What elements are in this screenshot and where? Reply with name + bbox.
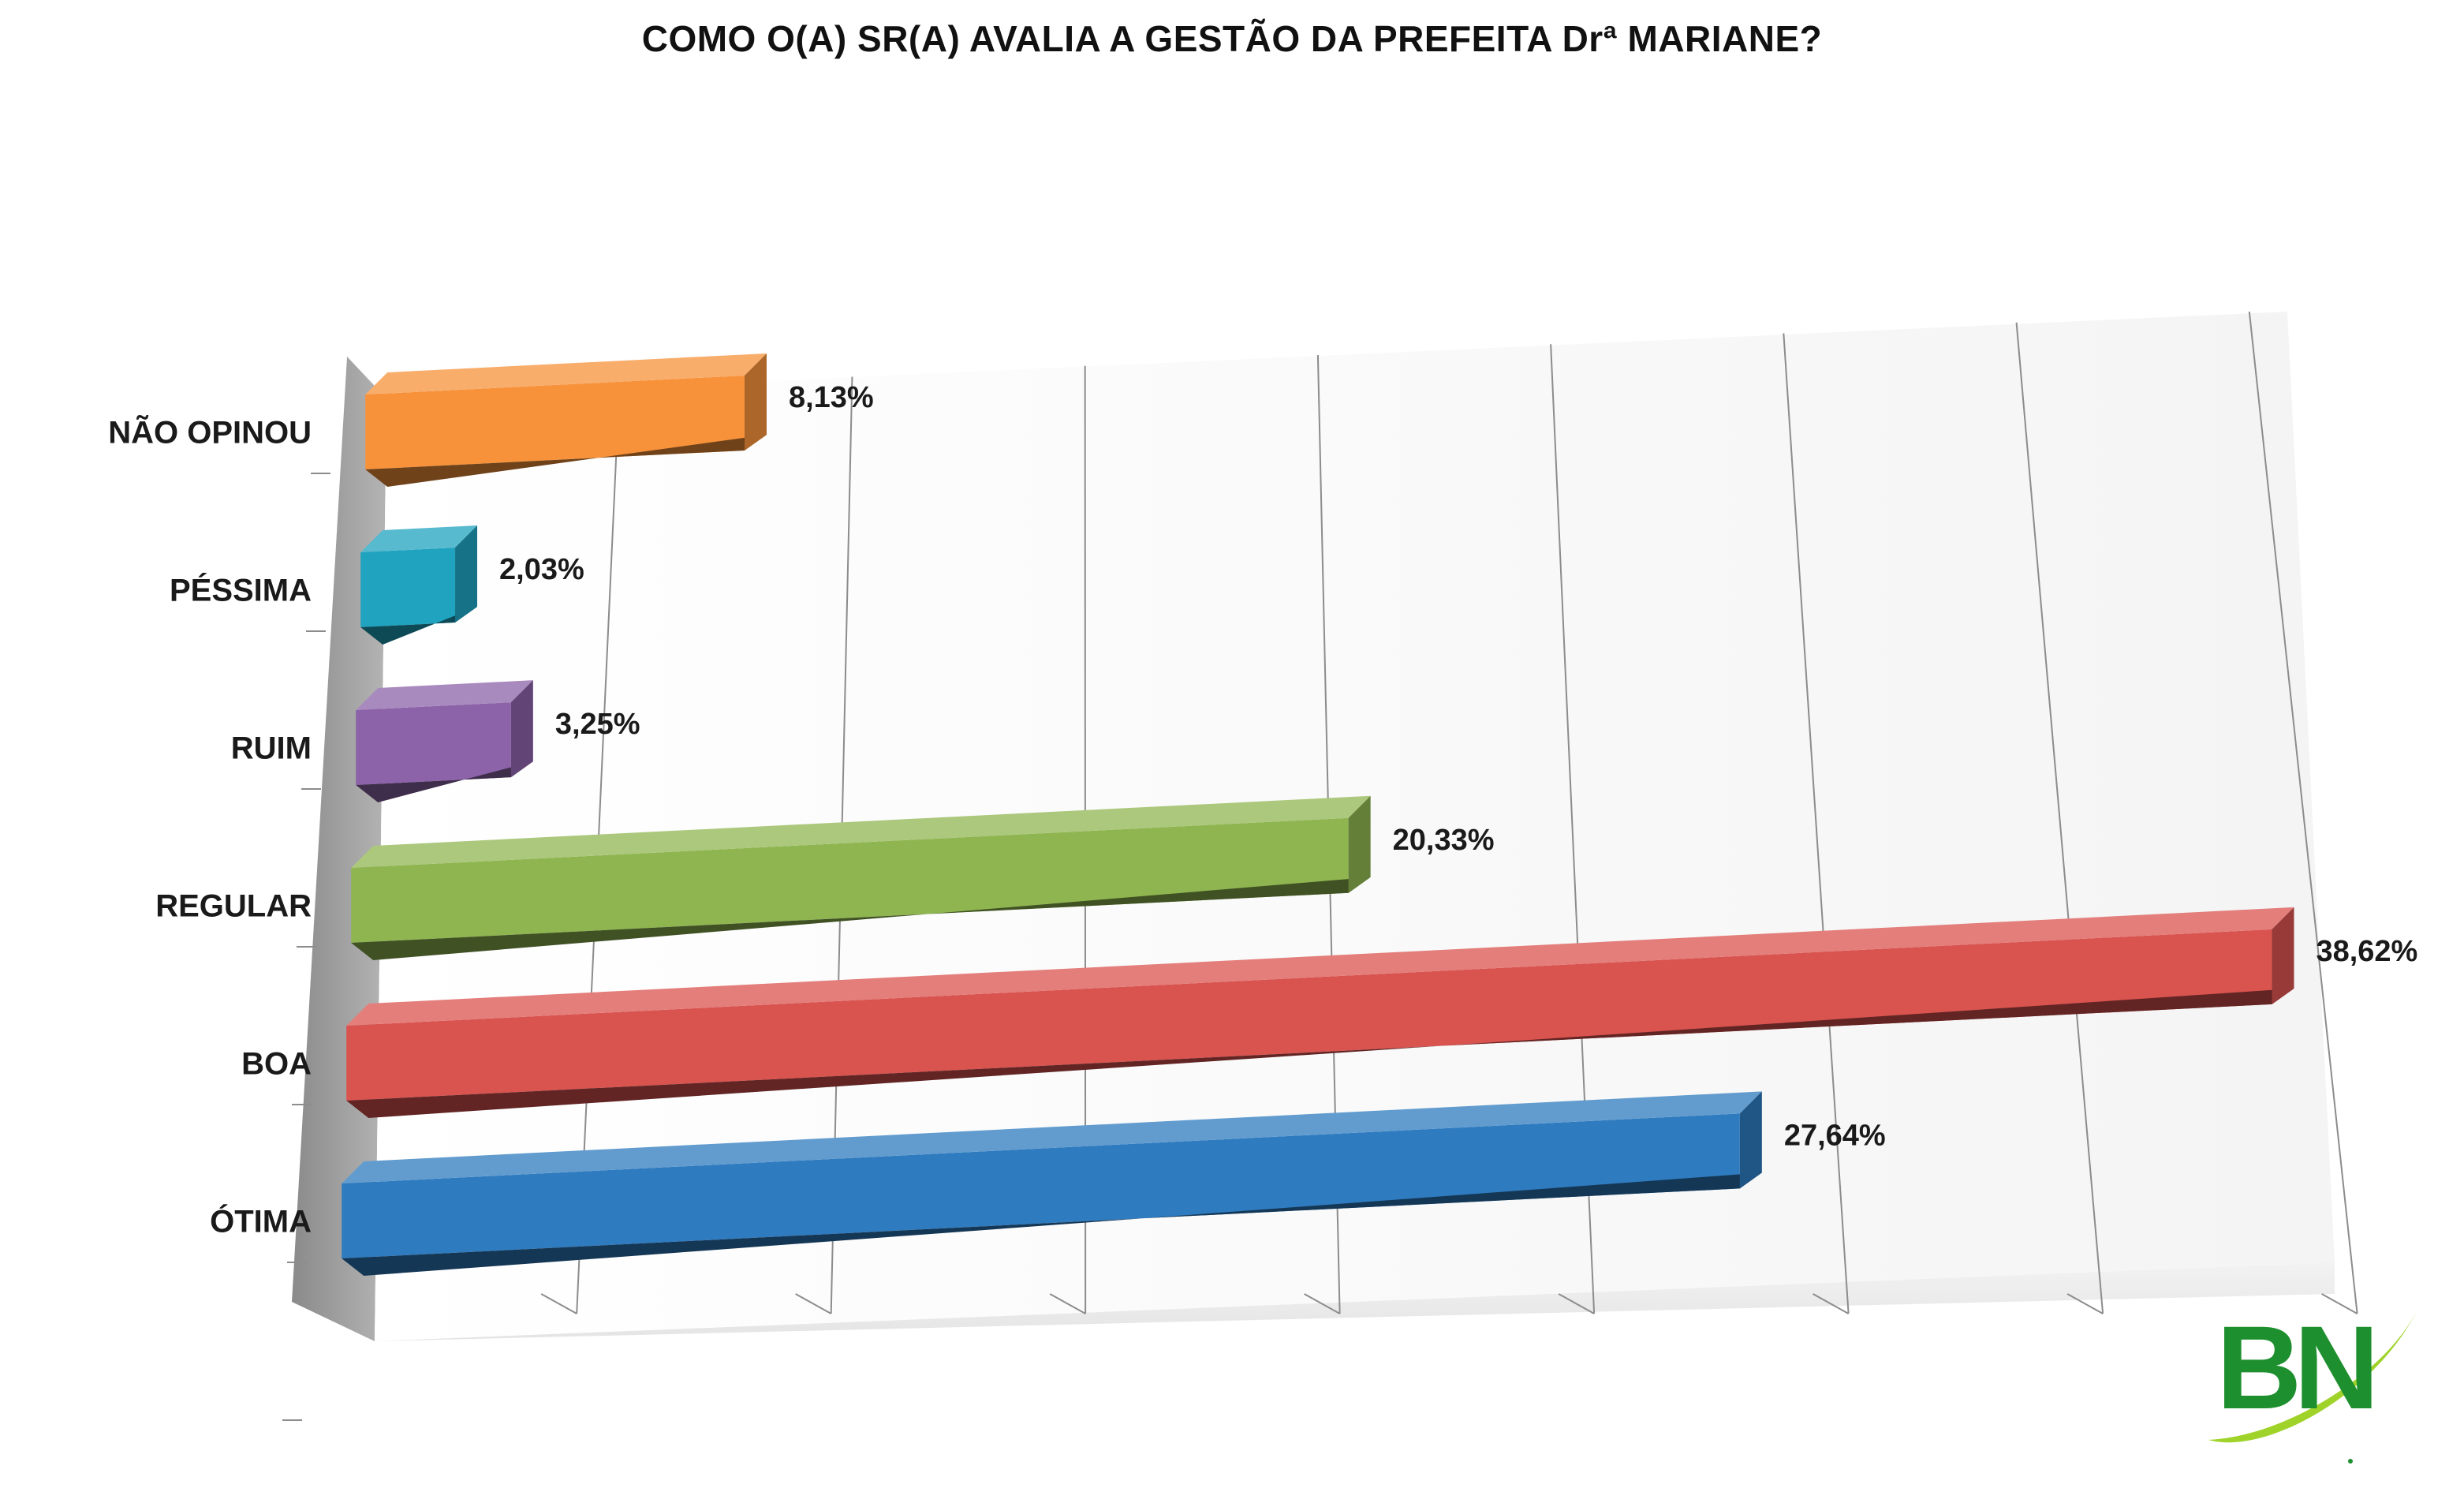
category-label: BOA (241, 1047, 312, 1082)
bar-2 (360, 525, 478, 645)
category-label: ÓTIMA (210, 1203, 312, 1239)
bar-bottom (360, 607, 478, 645)
value-label: 8,13% (789, 381, 874, 414)
value-label: 38,62% (2316, 935, 2417, 968)
bar-front (346, 929, 2272, 1101)
bar-top (351, 795, 1371, 868)
value-label: 2,03% (499, 553, 584, 586)
bar-top (342, 1091, 1762, 1183)
floor-tick (540, 1293, 577, 1314)
bar-front (342, 1113, 1740, 1258)
bar-bottom (356, 761, 533, 802)
bar-bottom (351, 877, 1371, 960)
gridline (2015, 322, 2104, 1314)
floor-tick (2066, 1293, 2104, 1314)
chart-title: COMO O(A) SR(A) AVALIA A GESTÃO DA PREFE… (641, 18, 1823, 59)
bar-end (744, 353, 767, 451)
bar-front (360, 548, 456, 627)
value-label: 20,33% (1393, 824, 1495, 857)
bar-top (360, 525, 478, 552)
floor (375, 1262, 2335, 1341)
bar-bottom (346, 988, 2294, 1118)
value-label: 3,25% (555, 708, 640, 741)
floor-tick (1813, 1293, 1850, 1314)
bar-end (455, 525, 478, 623)
bar-top (346, 907, 2294, 1026)
bar-bottom (365, 434, 767, 487)
bar-front (356, 702, 511, 785)
bar-front (365, 375, 745, 469)
bar-6 (342, 1091, 1762, 1276)
bar-end (2272, 907, 2294, 1004)
category-label: REGULAR (155, 889, 312, 924)
gridline (2248, 311, 2358, 1314)
bar-end (1348, 795, 1371, 893)
labels: NÃO OPINOU 8,13% PÉSSIMA 2,03% RUIM 3,25% REGU… (108, 381, 2417, 1239)
bar-top (356, 680, 533, 710)
bar-bottom (342, 1172, 1762, 1276)
bar-1 (365, 353, 767, 487)
gridline (1783, 333, 1850, 1314)
floor-tick (795, 1293, 832, 1314)
bar-3 (356, 680, 533, 802)
value-label: 27,64% (1784, 1119, 1886, 1152)
bars (342, 353, 2294, 1276)
logo-text: BN (2216, 1301, 2372, 1434)
bar-front (351, 817, 1349, 943)
logo-dot (2348, 1459, 2353, 1464)
bar-end (1739, 1091, 1762, 1189)
bar-end (510, 680, 533, 778)
category-label: PÉSSIMA (170, 573, 312, 608)
bar-top (365, 353, 767, 394)
category-label: NÃO OPINOU (108, 414, 312, 451)
floor-tick (2321, 1293, 2358, 1314)
floor-tick (1558, 1293, 1595, 1314)
floor-tick (1049, 1293, 1086, 1314)
bar-5 (346, 907, 2294, 1118)
category-label: RUIM (231, 731, 312, 766)
brand-logo: BN (2208, 1301, 2417, 1464)
floor-tick (1304, 1293, 1341, 1314)
bar-4 (351, 795, 1371, 960)
